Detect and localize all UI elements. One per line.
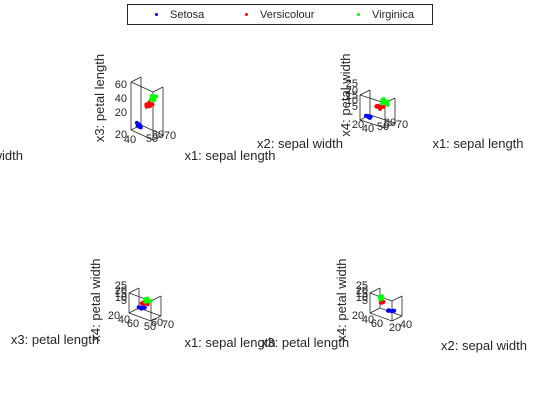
data-point-virginica xyxy=(150,94,154,98)
z-axis-label: x4: petal width xyxy=(88,258,103,341)
data-point-setosa xyxy=(392,309,396,313)
axes-box-edge xyxy=(151,296,161,301)
data-point-virginica xyxy=(380,101,384,105)
y-axis-label: x3: petal length xyxy=(11,332,99,347)
y-tick-label: 60 xyxy=(127,318,139,330)
axes-box-edge xyxy=(153,87,163,92)
x-tick-label: 70 xyxy=(164,130,176,142)
data-point-setosa xyxy=(136,124,140,128)
data-point-virginica xyxy=(143,297,147,301)
data-point-setosa xyxy=(368,116,372,120)
data-point-versicolour xyxy=(376,104,380,108)
z-tick-label: 25 xyxy=(115,280,127,292)
data-point-setosa xyxy=(143,306,147,310)
z-axis-label: x4: petal width xyxy=(338,53,353,136)
x-tick-label: 60 xyxy=(384,117,396,129)
data-point-virginica xyxy=(381,98,385,102)
z-axis-label: x3: petal length xyxy=(92,54,107,142)
z-tick-label: 40 xyxy=(115,93,127,105)
x-tick-label: 70 xyxy=(396,119,408,131)
data-point-virginica xyxy=(377,295,381,299)
data-point-versicolour xyxy=(382,105,386,109)
y-tick-label: 60 xyxy=(371,318,383,330)
z-tick-label: 60 xyxy=(115,79,127,91)
z-axis-label: x4: petal width xyxy=(334,258,349,341)
data-point-setosa xyxy=(139,307,143,311)
data-point-setosa xyxy=(386,309,390,313)
y-axis-label: x2: sepal width xyxy=(257,136,343,151)
data-point-virginica xyxy=(386,103,390,107)
data-point-versicolour xyxy=(145,105,149,109)
axes-box-edge xyxy=(370,288,380,293)
z-tick-label: 25 xyxy=(356,280,368,292)
y-tick-label: 40 xyxy=(362,123,374,135)
axes-box-edge xyxy=(392,296,402,301)
data-point-versicolour xyxy=(378,107,382,111)
y-axis-label: x2: sepal width xyxy=(0,148,23,163)
x-tick-label: 60 xyxy=(152,129,164,141)
axes-box-edge xyxy=(360,90,370,95)
x-tick-label: 70 xyxy=(162,319,174,331)
z-tick-label: 20 xyxy=(115,107,127,119)
axes-box-edge xyxy=(370,308,380,313)
x-tick-label: 40 xyxy=(400,319,412,331)
axes-box-edge xyxy=(131,77,141,82)
y-tick-label: 40 xyxy=(124,134,136,146)
data-point-virginica xyxy=(152,98,156,102)
x-axis-label: x2: sepal width xyxy=(441,338,527,353)
x-axis-label: x1: sepal length xyxy=(432,136,523,151)
axes-box-edge xyxy=(129,288,139,293)
axes-box-edge xyxy=(131,82,153,92)
data-point-virginica xyxy=(154,95,158,99)
